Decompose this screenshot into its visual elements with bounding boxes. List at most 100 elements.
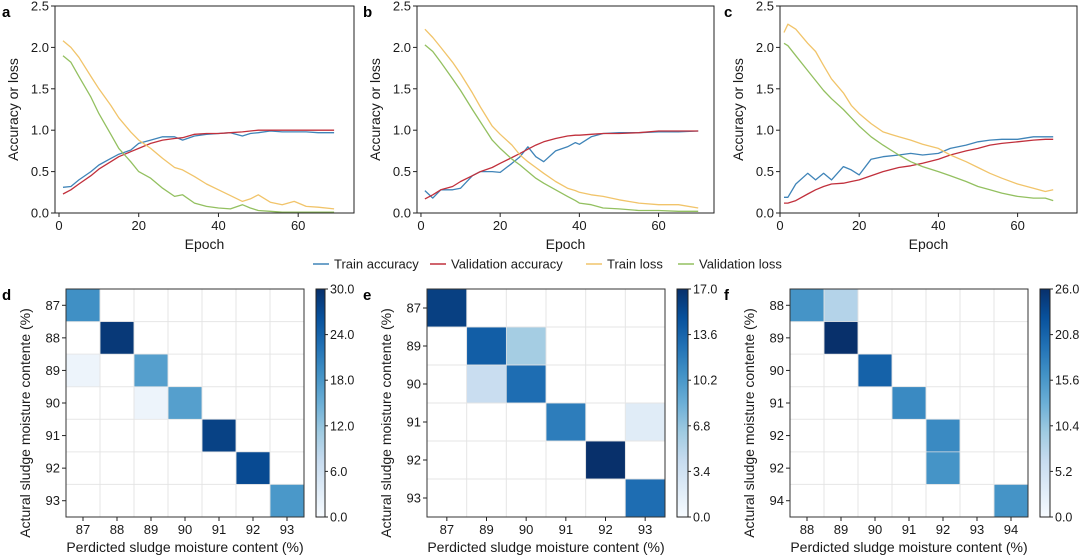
y-tick-label: 0.0 xyxy=(31,206,49,221)
heatmap-cell-filled xyxy=(427,289,467,327)
heatmap-cell xyxy=(546,441,586,479)
heatmap-cell xyxy=(892,484,926,517)
heatmap-cell xyxy=(858,289,892,322)
heatmap-cell xyxy=(790,484,824,517)
heatmap-cell xyxy=(66,419,100,452)
x-tick-label: 91 xyxy=(212,522,226,537)
colorbar-gradient xyxy=(676,288,689,518)
heatmap-cell xyxy=(960,484,994,517)
heatmap-cell xyxy=(790,386,824,420)
heatmap-cell xyxy=(270,451,304,485)
heatmap-cell xyxy=(824,484,858,517)
colorbar-gradient xyxy=(1039,288,1051,518)
heatmap-cell-filled xyxy=(586,441,625,479)
heatmap-cell xyxy=(100,289,134,322)
colorbar-tick-label: 3.4 xyxy=(693,465,710,479)
heatmap-cell xyxy=(202,289,236,322)
y-tick-label: 1.5 xyxy=(756,81,774,96)
y-axis-label: Actural sludge moisture contente (%) xyxy=(378,308,394,538)
heatmap-cell xyxy=(960,419,994,452)
x-tick-label: 93 xyxy=(280,522,294,537)
x-tick-label: 20 xyxy=(493,218,507,233)
x-tick-label: 88 xyxy=(800,522,814,537)
heatmap-cell xyxy=(100,419,134,452)
y-tick-label: 2.5 xyxy=(393,0,411,14)
heatmap-cell xyxy=(134,321,168,355)
heatmap-cell xyxy=(100,484,134,517)
y-tick-label: 1.0 xyxy=(31,123,49,138)
heatmap-cell xyxy=(506,441,546,479)
heatmap-cell-filled xyxy=(467,327,506,365)
heatmap-cell xyxy=(790,321,824,355)
series-line-validation-accuracy xyxy=(784,138,1054,204)
heatmap-cell xyxy=(506,403,546,441)
y-tick-label: 2.0 xyxy=(756,40,774,55)
heatmap-cell-filled xyxy=(790,289,824,322)
colorbar-tick-label: 0.0 xyxy=(693,511,710,525)
heatmap-cell xyxy=(824,354,858,387)
heatmap-cell xyxy=(270,289,304,322)
colorbar-gradient xyxy=(315,288,326,518)
line-chart-panel-b: b 0.0 0.5 1.0 1.5 2.0 2.5 0 20 40 60 Epoch Accuracy … xyxy=(363,0,715,252)
y-tick-label: 92 xyxy=(407,453,421,468)
x-tick-label: 90 xyxy=(178,522,192,537)
heatmap-cell xyxy=(892,354,926,387)
y-tick-label: 1.0 xyxy=(756,123,774,138)
line-chart-panel-a: a 0.0 0.5 1.0 1.5 2.0 2.5 0 20 40 60 Epoch Accuracy … xyxy=(2,0,355,252)
x-tick-label: 40 xyxy=(931,218,945,233)
colorbar-tick-label: 0.0 xyxy=(330,511,347,525)
heatmap-cell xyxy=(100,451,134,485)
heatmap-cell xyxy=(858,321,892,355)
heatmap-cell xyxy=(585,479,626,517)
heatmap-cell-filled xyxy=(926,452,960,484)
heatmap-cell xyxy=(585,289,626,327)
series-line-train-loss xyxy=(424,28,699,209)
heatmap-cell-filled xyxy=(236,452,270,484)
x-tick-label: 0 xyxy=(55,218,62,233)
heatmap-cell xyxy=(134,484,168,517)
heatmap-cell xyxy=(790,451,824,485)
y-tick-label: 0.5 xyxy=(393,164,411,179)
panel-letter: a xyxy=(2,4,11,21)
heatmap-cell xyxy=(66,321,100,355)
x-tick-label: 91 xyxy=(559,522,573,537)
x-axis-label: Perdicted sludge moisture content (%) xyxy=(427,539,664,555)
x-tick-label: 89 xyxy=(479,522,493,537)
heatmap-cell xyxy=(625,327,665,365)
heatmap-cell xyxy=(202,321,236,355)
heatmap-cell xyxy=(236,419,270,452)
series-line-train-loss xyxy=(62,40,335,210)
heatmap-cell xyxy=(585,365,626,403)
colorbar-tick-label: 5.2 xyxy=(1055,465,1072,479)
heatmap-cell xyxy=(134,419,168,452)
y-axis-label: Accuracy or loss xyxy=(367,58,383,161)
heatmap-cell-filled xyxy=(506,365,546,403)
series-line-train-accuracy xyxy=(62,130,335,188)
heatmap-cell-filled xyxy=(134,387,168,419)
heatmap-panel-f: f 88 89 90 91 92 92 94 88 89 90 91 92 93 94 Perdicted s… xyxy=(724,283,1079,556)
heatmap-cell xyxy=(960,289,994,322)
series-line-validation-accuracy xyxy=(62,129,335,195)
y-tick-label: 94 xyxy=(770,493,784,508)
heatmap-cell xyxy=(427,327,467,365)
heatmap-cell xyxy=(824,419,858,452)
heatmap-panel-d: d 87 88 89 90 91 92 93 87 88 89 90 91 92 93 Perdicted s… xyxy=(2,283,354,556)
x-tick-label: 91 xyxy=(902,522,916,537)
y-tick-label: 2.5 xyxy=(756,0,774,14)
heatmap-cell xyxy=(585,403,626,441)
heatmap-cell xyxy=(134,451,168,485)
colorbar-tick-label: 10.4 xyxy=(1055,419,1079,433)
y-tick-label: 0.5 xyxy=(31,164,49,179)
heatmap-cell-filled xyxy=(506,327,546,365)
heatmap-cell xyxy=(892,289,926,322)
heatmap-cell xyxy=(270,354,304,387)
heatmap-cell xyxy=(168,451,202,485)
x-tick-label: 40 xyxy=(572,218,586,233)
y-axis-label: Accuracy or loss xyxy=(730,58,746,161)
x-tick-label: 60 xyxy=(1010,218,1024,233)
heatmap-cell xyxy=(466,479,507,517)
x-tick-label: 90 xyxy=(868,522,882,537)
colorbar-tick-label: 26.0 xyxy=(1055,283,1079,297)
y-tick-label: 87 xyxy=(46,298,60,313)
y-tick-label: 89 xyxy=(46,363,60,378)
